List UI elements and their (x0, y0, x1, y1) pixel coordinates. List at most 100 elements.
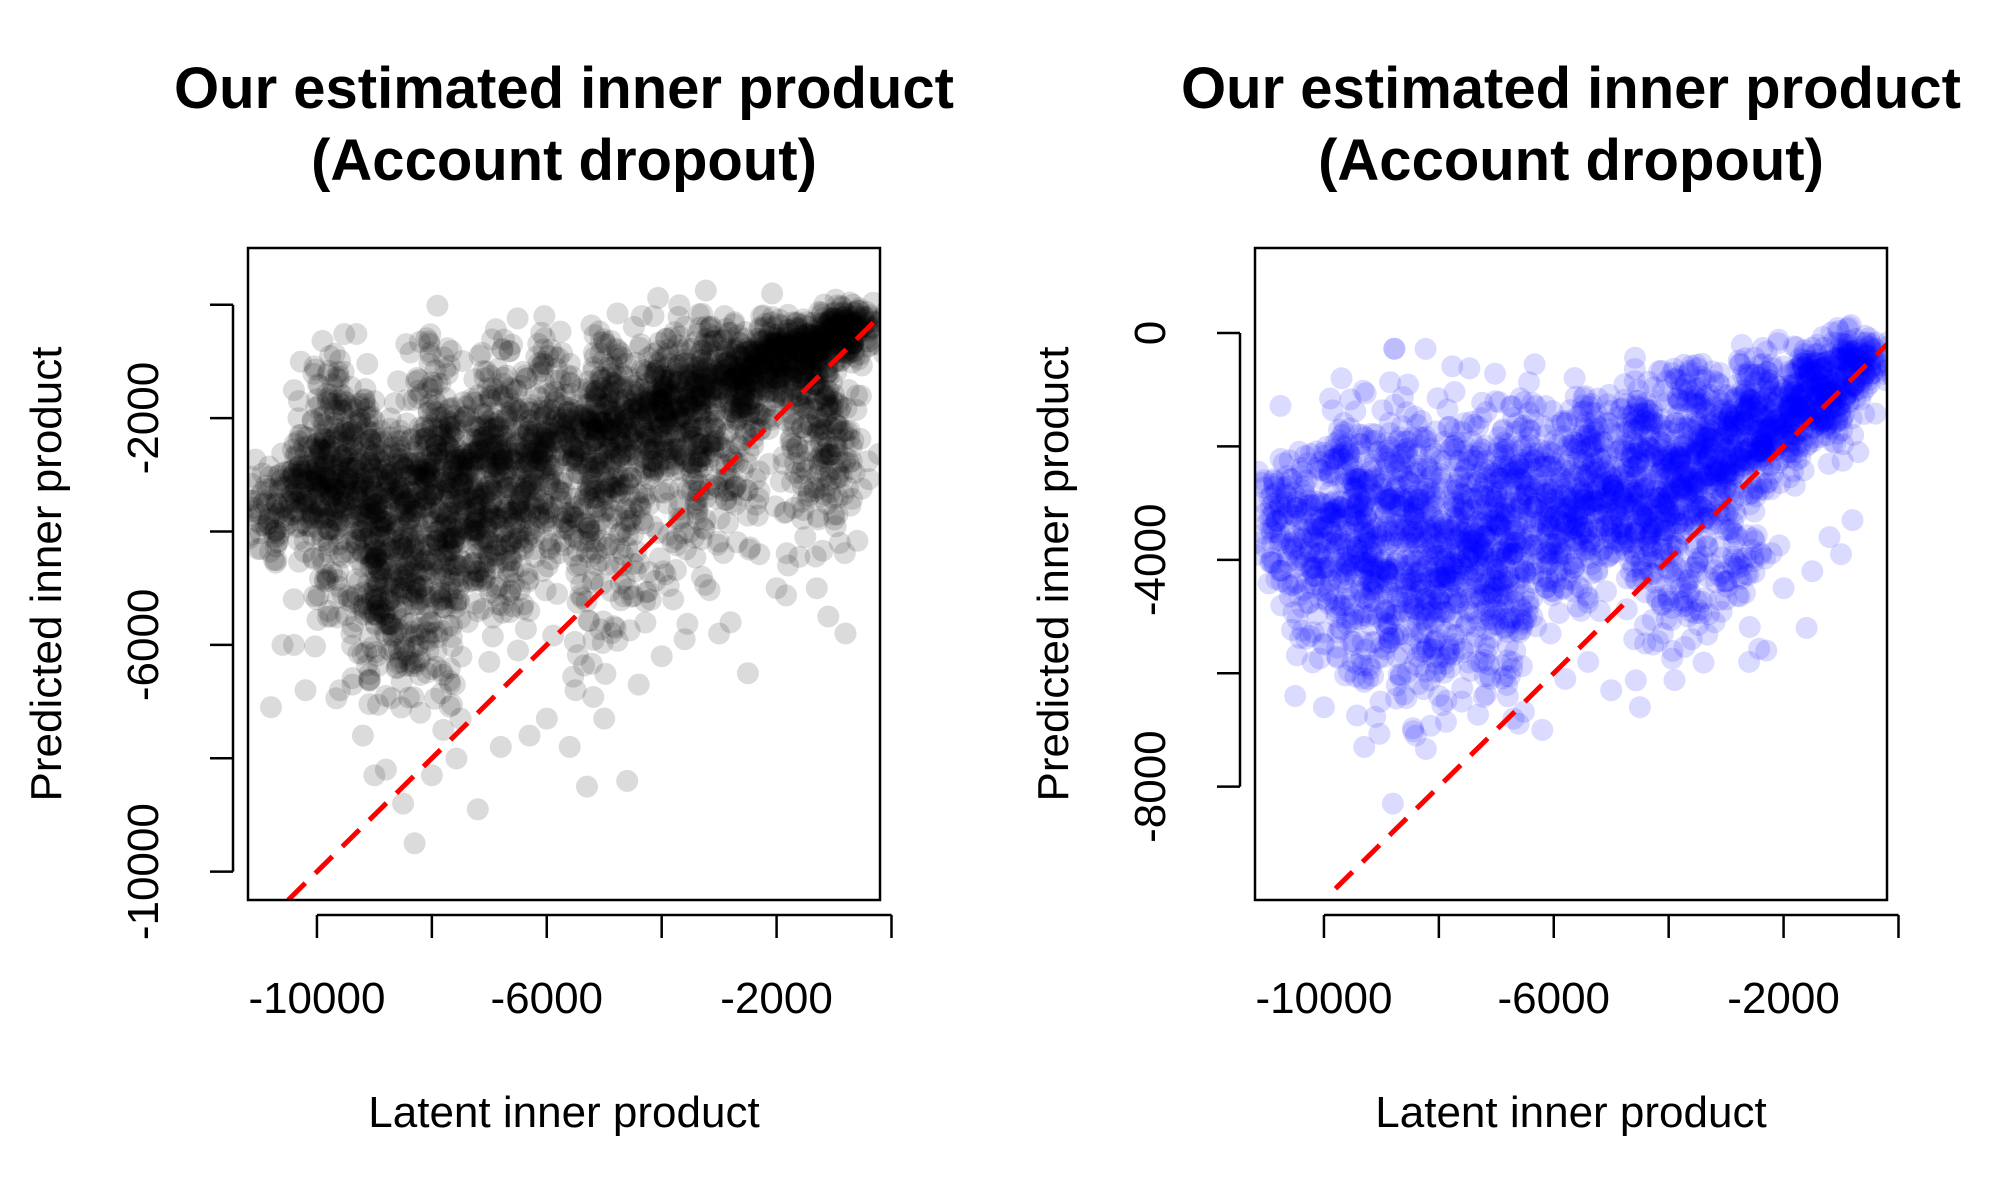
scatter-point (423, 482, 445, 505)
scatter-point (505, 473, 528, 496)
scatter-point (351, 451, 374, 474)
scatter-point (257, 508, 280, 531)
scatter-point (248, 448, 267, 471)
scatter-point (534, 430, 557, 453)
scatter-point (290, 482, 313, 505)
scatter-point (381, 464, 403, 486)
scatter-point (292, 462, 315, 485)
scatter-point (310, 428, 333, 451)
scatter-point (267, 502, 290, 525)
scatter-point (310, 439, 333, 462)
scatter-point (530, 458, 553, 481)
scatter-point (487, 415, 510, 438)
scatter-point (307, 474, 330, 497)
scatter-point (492, 448, 515, 471)
scatter-point (255, 492, 278, 515)
scatter-point (406, 463, 428, 486)
scatter-point (724, 475, 747, 498)
scatter-point (439, 410, 462, 433)
scatter-point (462, 477, 485, 500)
scatter-point (561, 450, 584, 473)
scatter-point (464, 484, 487, 507)
scatter-point (545, 413, 568, 436)
scatter-point (494, 425, 516, 448)
scatter-point (420, 378, 443, 401)
scatter-point (304, 461, 327, 484)
scatter-point (358, 497, 381, 520)
scatter-point (322, 499, 345, 522)
scatter-point (442, 475, 465, 498)
scatter-point (473, 425, 496, 448)
scatter-point (454, 443, 477, 466)
scatter-point (478, 509, 501, 532)
scatter-point (772, 452, 795, 475)
scatter-point (284, 473, 307, 496)
scatter-point (271, 442, 294, 465)
scatter-point (546, 431, 569, 454)
scatter-point (248, 524, 261, 547)
scatter-point (391, 454, 414, 477)
scatter-point (263, 548, 286, 571)
scatter-point (579, 411, 602, 434)
scatter-point (504, 435, 527, 457)
scatter-point (392, 792, 415, 815)
scatter-point (261, 493, 284, 516)
scatter-point (545, 409, 568, 432)
scatter-point (627, 673, 650, 696)
scatter-point (518, 450, 541, 473)
scatter-point (451, 409, 474, 432)
scatter-point (296, 455, 319, 477)
scatter-point (325, 457, 348, 479)
scatter-point (395, 333, 418, 356)
scatter-point (822, 306, 845, 329)
scatter-point (287, 390, 310, 412)
scatter-point (317, 505, 340, 528)
scatter-point (450, 456, 473, 479)
scatter-point (581, 413, 604, 436)
scatter-point (406, 510, 429, 533)
scatter-point (409, 456, 432, 479)
scatter-point (422, 425, 445, 447)
scatter-point (611, 346, 633, 369)
scatter-point (583, 419, 606, 442)
scatter-point (317, 477, 340, 500)
scatter-point (379, 426, 402, 449)
scatter-point (530, 450, 553, 473)
scatter-point (426, 478, 449, 501)
scatter-point (414, 468, 437, 491)
scatter-point (488, 461, 511, 484)
scatter-point (297, 484, 320, 507)
scatter-point (583, 345, 606, 368)
scatter-point (442, 421, 465, 444)
scatter-point (420, 445, 443, 468)
scatter-point (334, 494, 357, 517)
scatter-point (304, 468, 327, 491)
scatter-point (562, 398, 585, 421)
scatter-point (522, 467, 545, 489)
scatter-point (460, 411, 483, 434)
scatter-point (433, 441, 456, 464)
scatter-point (532, 426, 555, 449)
scatter-point (248, 537, 269, 560)
scatter-point (611, 473, 633, 496)
scatter-point (418, 457, 441, 480)
scatter-point (743, 401, 765, 424)
scatter-point (744, 468, 767, 491)
scatter-point (546, 420, 569, 443)
scatter-point (304, 470, 326, 493)
scatter-point (482, 423, 505, 446)
scatter-point (385, 466, 408, 489)
scatter-point (389, 476, 412, 499)
scatter-point (517, 423, 540, 446)
scatter-point (489, 434, 512, 456)
scatter-point (489, 437, 512, 460)
scatter-point (378, 438, 401, 461)
scatter-point (425, 441, 448, 464)
scatter-point (719, 611, 742, 634)
scatter-point (437, 505, 460, 528)
scatter-point (303, 473, 326, 495)
scatter-point (515, 445, 538, 467)
scatter-point (268, 476, 291, 499)
scatter-point (442, 452, 465, 475)
scatter-point (279, 467, 302, 490)
